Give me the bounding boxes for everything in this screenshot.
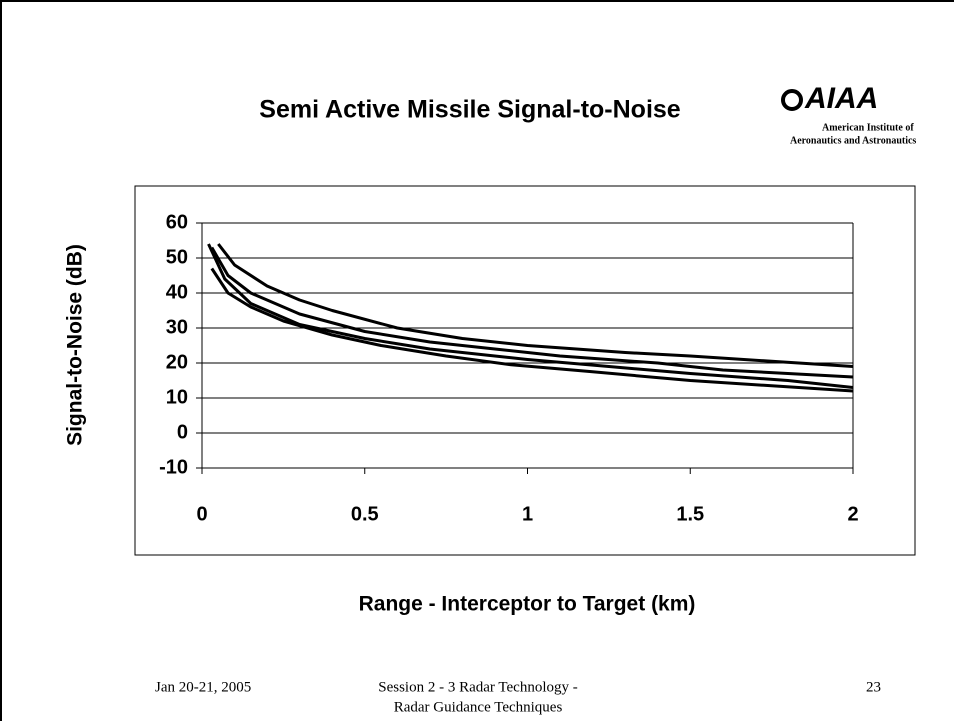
x-tick-label: 1 [522, 503, 533, 525]
x-tick-label: 2 [847, 503, 858, 525]
footer-session: Radar Guidance Techniques [394, 699, 563, 715]
y-tick-label: 10 [166, 386, 188, 408]
y-axis-label: Signal-to-Noise (dB) [64, 244, 87, 446]
x-tick-label: 0.5 [351, 503, 379, 525]
y-tick-label: 0 [177, 421, 188, 443]
logo-mark: AIAA [804, 82, 878, 115]
chart-title: Semi Active Missile Signal-to-Noise [259, 96, 681, 124]
x-tick-label: 0 [196, 503, 207, 525]
chart-frame [134, 185, 916, 556]
line [207, 243, 854, 389]
y-tick-label: 50 [166, 246, 188, 268]
x-tick-label: 1.5 [676, 503, 704, 525]
x-axis-label: Range - Interceptor to Target (km) [359, 593, 696, 616]
footer-date: Jan 20-21, 2005 [155, 679, 251, 695]
footer-session: Session 2 - 3 Radar Technology - [378, 679, 577, 695]
line [210, 267, 854, 393]
logo-icon [781, 89, 803, 111]
y-tick-label: 30 [166, 316, 188, 338]
y-tick-label: 60 [166, 211, 188, 233]
y-tick-label: 20 [166, 351, 188, 373]
y-tick-label: 40 [166, 281, 188, 303]
line [210, 246, 854, 379]
logo-text: American Institute of [822, 122, 914, 133]
line [217, 243, 854, 368]
y-tick-label: -10 [159, 456, 188, 478]
logo-text: Aeronautics and Astronautics [790, 135, 916, 146]
page-number: 23 [866, 679, 881, 695]
